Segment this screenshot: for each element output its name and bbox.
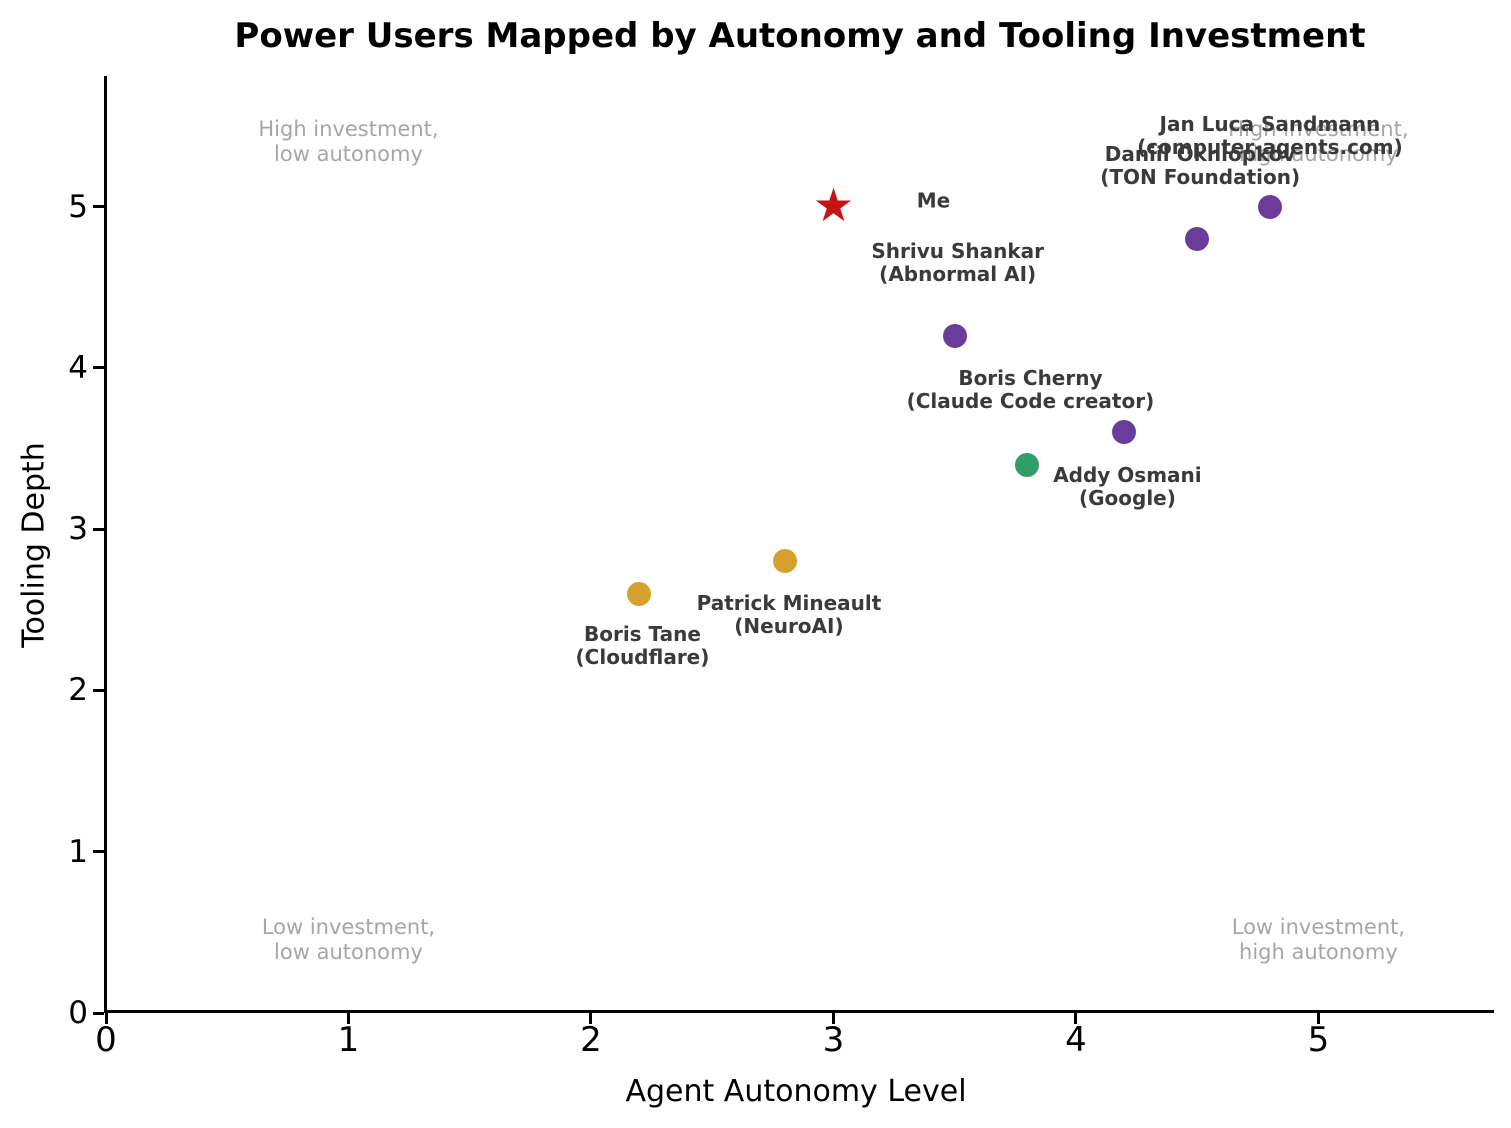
data-point xyxy=(772,549,797,574)
data-point xyxy=(942,323,967,348)
x-tick-label: 3 xyxy=(822,1020,845,1060)
y-tick-mark xyxy=(93,205,104,209)
y-tick-label: 3 xyxy=(68,511,88,548)
data-point-label: Jan Luca Sandmann (computer-agents.com) xyxy=(1137,111,1403,159)
y-tick-label: 5 xyxy=(68,188,88,225)
x-tick-label: 0 xyxy=(95,1020,117,1060)
data-point xyxy=(1015,452,1040,477)
y-tick-mark xyxy=(93,688,104,692)
x-tick-label: 4 xyxy=(1065,1020,1087,1060)
x-tick-label: 5 xyxy=(1307,1020,1330,1060)
data-point-star: ★ xyxy=(812,177,855,232)
data-point-label: Daniil Okhlopkov (TON Foundation) xyxy=(1100,141,1301,189)
data-point-label: Me xyxy=(916,188,951,213)
data-point xyxy=(1257,194,1282,219)
quadrant-annotation: Low investment, high autonomy xyxy=(1231,915,1406,965)
quadrant-annotation: High investment, high autonomy xyxy=(1228,117,1409,167)
data-point xyxy=(1112,420,1137,445)
data-point-label: Addy Osmani (Google) xyxy=(1053,462,1202,510)
x-axis-label: Agent Autonomy Level xyxy=(625,1074,967,1109)
y-tick-label: 1 xyxy=(68,833,88,870)
y-tick-label: 4 xyxy=(68,349,88,386)
x-tick-mark xyxy=(1074,1013,1078,1024)
data-point-label: Boris Tane (Cloudflare) xyxy=(575,621,710,669)
x-tick-mark xyxy=(346,1013,350,1024)
x-axis-spine xyxy=(104,1010,1494,1013)
x-tick-mark xyxy=(1316,1013,1320,1024)
y-axis-spine xyxy=(104,76,107,1013)
data-point-label: Shrivu Shankar (Abnormal AI) xyxy=(871,238,1045,286)
x-tick-label: 1 xyxy=(337,1020,360,1060)
y-tick-label: 0 xyxy=(68,995,88,1031)
y-axis-label: Tooling Depth xyxy=(16,442,52,648)
x-tick-mark xyxy=(589,1013,593,1024)
x-tick-mark xyxy=(831,1013,835,1024)
data-point xyxy=(627,581,652,606)
chart-title: Power Users Mapped by Autonomy and Tooli… xyxy=(234,16,1366,56)
y-tick-mark xyxy=(93,527,104,531)
x-tick-mark xyxy=(104,1013,108,1024)
x-tick-label: 2 xyxy=(580,1020,602,1060)
quadrant-annotation: High investment, low autonomy xyxy=(258,117,439,167)
y-tick-mark xyxy=(93,850,104,854)
data-point-label: Patrick Mineault (NeuroAI) xyxy=(696,591,882,639)
y-tick-label: 2 xyxy=(68,672,88,709)
y-tick-mark xyxy=(93,1011,104,1015)
y-tick-mark xyxy=(93,366,104,370)
quadrant-annotation: Low investment, low autonomy xyxy=(261,915,436,965)
data-point-label: Boris Cherny (Claude Code creator) xyxy=(906,366,1155,414)
data-point xyxy=(1185,226,1210,251)
